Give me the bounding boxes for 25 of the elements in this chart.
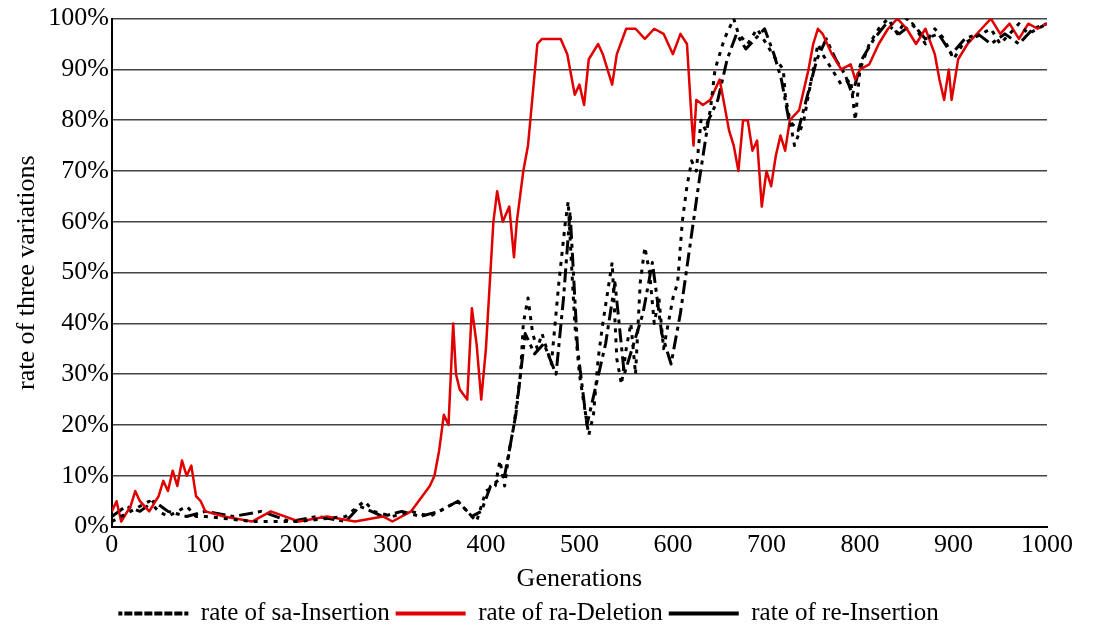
x-tick-label: 1000 <box>1021 529 1073 559</box>
x-tick-label: 200 <box>279 529 319 559</box>
legend-label: rate of re-Insertion <box>751 598 940 626</box>
x-tick-label: 900 <box>933 529 973 559</box>
y-tick-label: 80% <box>61 104 109 134</box>
y-tick-label: 10% <box>61 459 109 489</box>
x-tick-label: 600 <box>653 529 693 559</box>
legend-label: rate of ra-Deletion <box>478 598 664 626</box>
y-tick-label: 100% <box>48 2 109 32</box>
x-tick-label: 400 <box>466 529 506 559</box>
x-axis-title: Generations <box>516 563 643 593</box>
x-tick-label: 700 <box>746 529 786 559</box>
x-tick-label: 500 <box>559 529 599 559</box>
x-tick-label: 800 <box>840 529 880 559</box>
y-tick-label: 20% <box>61 408 109 438</box>
legend-label: rate of sa-Insertion <box>200 598 391 626</box>
y-tick-label: 30% <box>61 358 109 388</box>
x-tick-label: 100 <box>185 529 225 559</box>
y-tick-label: 50% <box>61 256 109 286</box>
y-axis-title: rate of three variations <box>11 155 41 390</box>
y-tick-label: 70% <box>61 154 109 184</box>
y-tick-label: 60% <box>61 205 109 235</box>
y-tick-label: 90% <box>61 53 109 83</box>
x-tick-label: 300 <box>372 529 412 559</box>
y-tick-label: 40% <box>61 307 109 337</box>
